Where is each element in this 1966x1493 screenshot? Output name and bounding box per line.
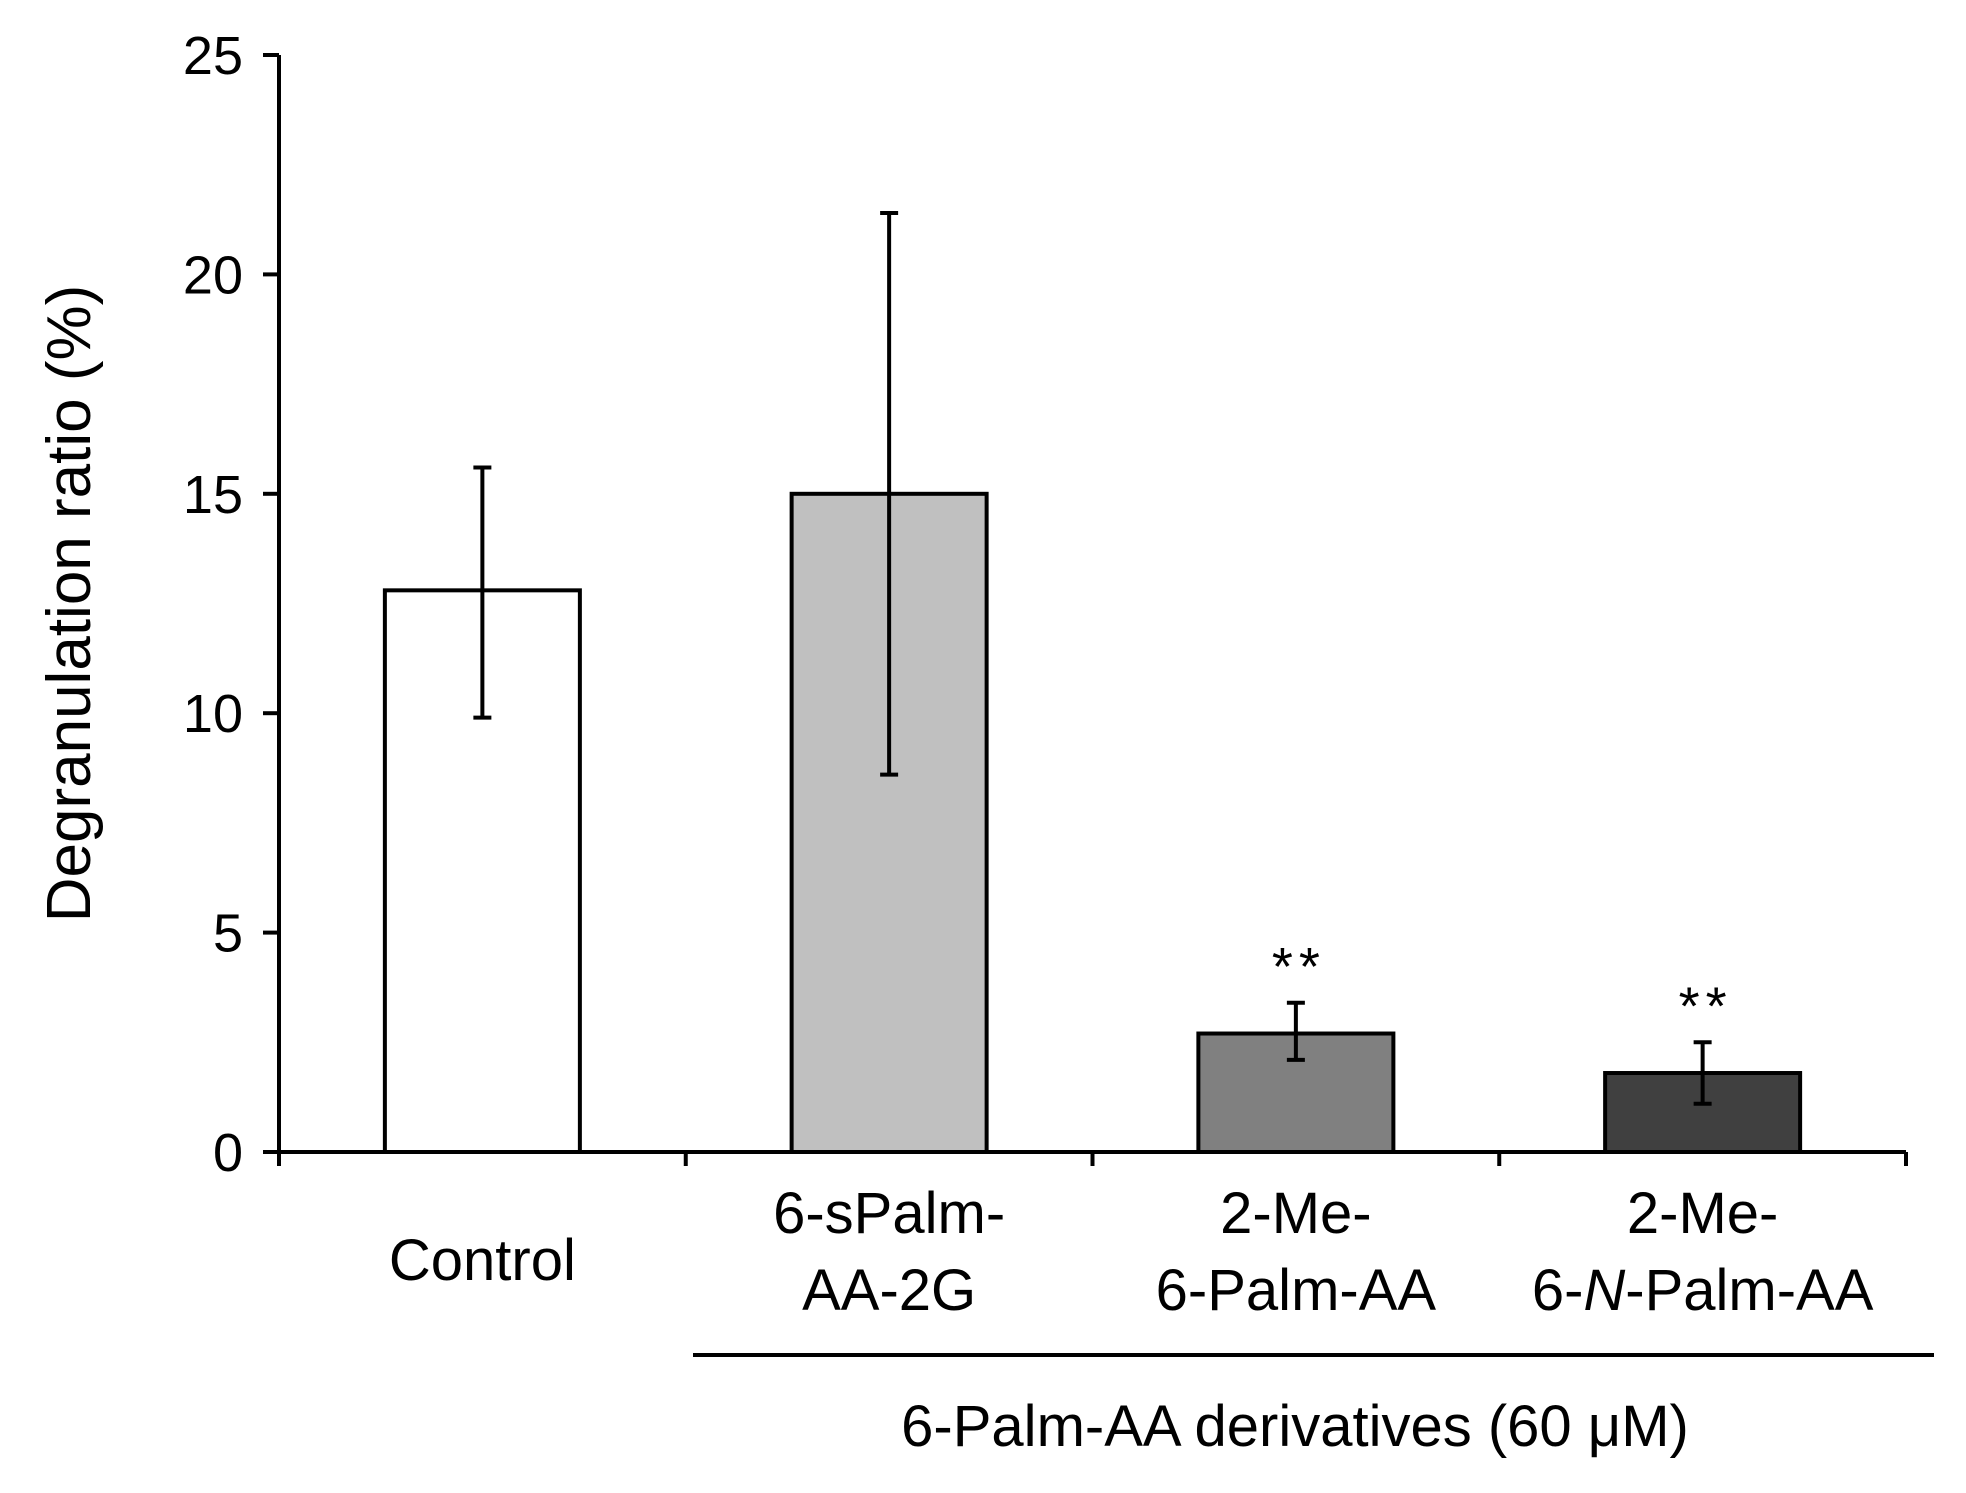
error-bars bbox=[473, 210, 1712, 1106]
category-label-part: 6- bbox=[1532, 1258, 1584, 1323]
category-label-line: 6-N-Palm-AA bbox=[1532, 1258, 1874, 1323]
category-label-line: AA-2G bbox=[802, 1258, 976, 1323]
bars bbox=[382, 491, 1803, 1155]
y-axis-title: Degranulation ratio (%) bbox=[35, 285, 104, 923]
y-tick-label: 15 bbox=[183, 465, 243, 525]
y-tick-label: 0 bbox=[213, 1123, 243, 1183]
category-label-line: 6-sPalm- bbox=[773, 1181, 1005, 1246]
category-label-line: 6-Palm-AA bbox=[1156, 1258, 1437, 1323]
category-label-part: -Palm-AA bbox=[1625, 1258, 1873, 1323]
y-tick-label: 20 bbox=[183, 245, 243, 305]
y-tick-label: 5 bbox=[213, 904, 243, 964]
significance-mark-4: ** bbox=[1679, 976, 1733, 1036]
category-label-line: 2-Me- bbox=[1627, 1181, 1778, 1246]
y-tick-label: 10 bbox=[183, 684, 243, 744]
y-tick-label: 25 bbox=[183, 26, 243, 86]
category-label: Control bbox=[389, 1228, 576, 1293]
group-annotation: 6-Palm-AA derivatives (60 μM) bbox=[901, 1394, 1689, 1459]
category-label-line: 2-Me- bbox=[1220, 1181, 1371, 1246]
significance-mark-3: ** bbox=[1272, 937, 1326, 997]
labels: Degranulation ratio (%) ** ** Control 6-sPal… bbox=[35, 285, 1934, 1459]
category-label-part: N bbox=[1583, 1258, 1625, 1323]
